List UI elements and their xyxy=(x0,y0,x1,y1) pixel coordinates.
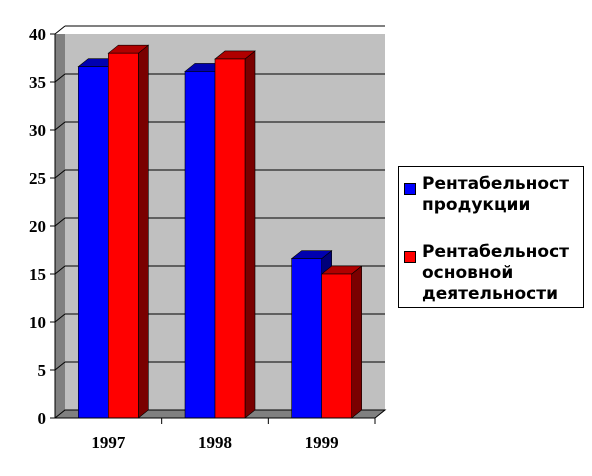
bar xyxy=(214,58,246,419)
bar xyxy=(291,258,322,419)
y-tick-label: 0 xyxy=(38,409,47,428)
legend-swatch-blue xyxy=(404,183,416,195)
legend-swatch-red xyxy=(404,251,416,263)
x-tick-label: 1998 xyxy=(198,433,232,452)
y-tick-label: 35 xyxy=(29,73,46,92)
gridline-diagonal xyxy=(54,361,66,371)
x-tick-label: 1999 xyxy=(305,433,339,452)
gridline-diagonal xyxy=(54,265,66,275)
y-tick-label: 5 xyxy=(38,361,47,380)
bar-side xyxy=(244,50,256,419)
bar-side xyxy=(138,44,149,419)
legend-label-series-2: Рентабельност основной деятельности xyxy=(422,242,570,304)
y-tick-label: 30 xyxy=(29,121,46,140)
gridline-diagonal xyxy=(54,121,66,131)
legend-label-series-1: Рентабельност продукции xyxy=(422,174,570,215)
bars xyxy=(77,44,363,419)
gridline-diagonal xyxy=(54,217,66,227)
gridline-diagonal xyxy=(54,25,66,35)
bar xyxy=(321,273,352,419)
bar xyxy=(78,66,109,419)
gridline-diagonal xyxy=(54,169,66,179)
y-tick-label: 10 xyxy=(29,313,46,332)
bar-side xyxy=(351,265,362,419)
y-tick-label: 25 xyxy=(29,169,46,188)
x-axis: 1997 1998 1999 xyxy=(55,417,376,452)
plot-left-wall xyxy=(55,34,65,418)
gridline-diagonal xyxy=(54,73,66,83)
y-tick-label: 15 xyxy=(29,265,46,284)
x-tick-label: 1997 xyxy=(91,433,126,452)
y-tick-label: 40 xyxy=(29,25,46,44)
gridline-diagonal xyxy=(54,313,66,323)
legend: Рентабельност продукции Рентабельност ос… xyxy=(398,166,584,308)
y-tick-label: 20 xyxy=(29,217,46,236)
y-axis: 0 5 10 15 20 25 30 35 40 xyxy=(29,25,56,428)
bar xyxy=(108,52,139,419)
bar xyxy=(184,71,216,419)
